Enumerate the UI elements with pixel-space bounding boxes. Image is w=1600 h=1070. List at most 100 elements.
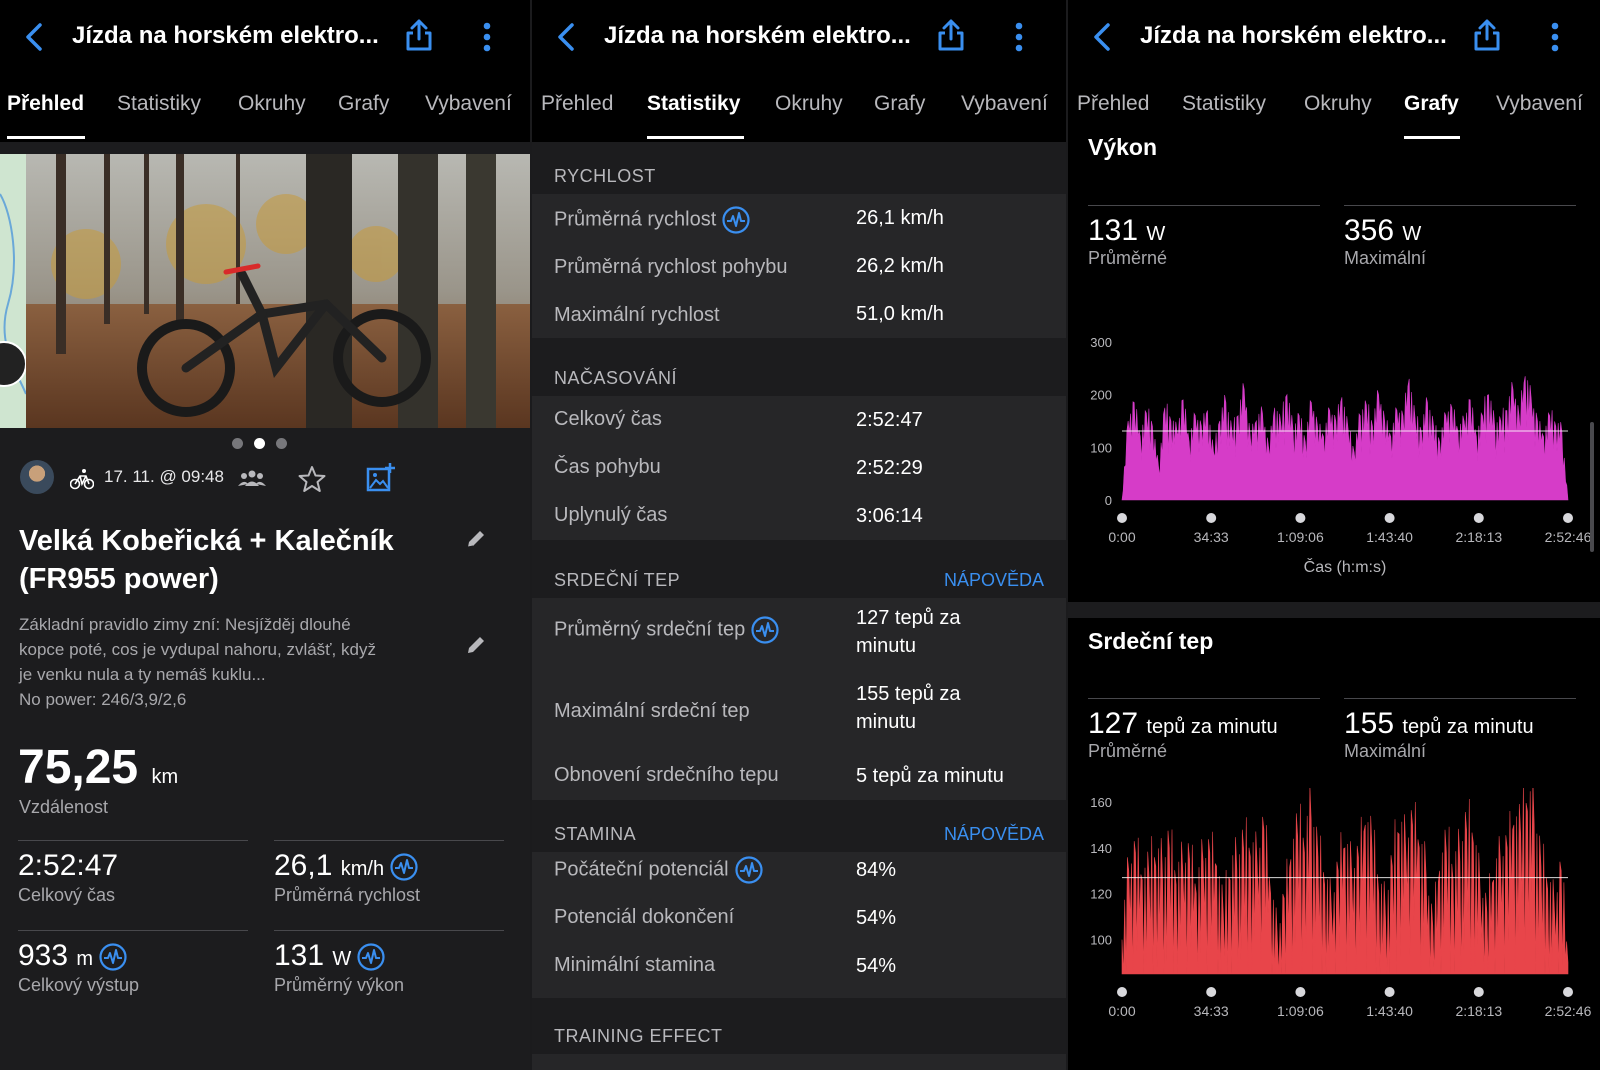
description-line: kopce poté, cos je vydupal nahoru, zvláš… [19, 640, 376, 659]
row-value: 5 tepů za minutu [856, 765, 1004, 787]
y-tick-label: 120 [1090, 887, 1112, 902]
row-value: 26,1 km/h [856, 207, 944, 229]
group-icon[interactable] [238, 468, 266, 490]
y-tick-label: 140 [1090, 841, 1112, 856]
stat-row[interactable]: Průměrný srdeční tep 127 tepů za minutu [532, 598, 1066, 674]
tab-graphs[interactable]: Grafy [338, 92, 390, 115]
tab-statistics[interactable]: Statistiky [647, 92, 741, 115]
divider [1344, 205, 1576, 206]
graph-title: Výkon [1088, 134, 1158, 160]
app-header: Jízda na horském elektro... [0, 0, 530, 76]
graphs-content: Výkon 131 W Průměrné 356 W Maximální 0 10… [1068, 134, 1600, 1070]
tab-gear[interactable]: Vybavení [425, 92, 512, 115]
stat-total-time[interactable]: 2:52:47 Celkový čas [18, 840, 248, 906]
stat-label: Průměrná rychlost [274, 885, 421, 905]
tab-overview[interactable]: Přehled [541, 92, 614, 115]
heart-rate-chart[interactable]: 100 120 140 160 0:00 34:33 1:09:06 1:43:40 2:18:… [1068, 788, 1600, 1070]
activity-wave-icon[interactable] [751, 616, 779, 644]
tab-overview[interactable]: Přehled [7, 92, 85, 115]
x-tick-dot [1563, 987, 1573, 997]
activity-wave-icon[interactable] [734, 856, 763, 884]
edit-description-pencil-icon[interactable] [465, 634, 487, 656]
add-photo-icon[interactable] [366, 462, 396, 492]
share-icon[interactable] [404, 18, 434, 52]
stat-value: 26,1 [274, 849, 333, 882]
photo-pager[interactable] [232, 438, 302, 450]
stat-value: 127 [1088, 707, 1139, 740]
x-tick-label: 1:43:40 [1366, 1003, 1413, 1019]
help-link[interactable]: NÁPOVĚDA [943, 570, 1044, 590]
power-chart[interactable]: 0 100 200 300 0:00 34:33 1:09:06 1:43:40 2:18:13… [1068, 322, 1600, 592]
more-options-icon[interactable] [1014, 22, 1024, 52]
divider [18, 930, 248, 931]
tab-laps[interactable]: Okruhy [1304, 92, 1372, 115]
row-value: 54% [856, 955, 897, 977]
tab-graphs[interactable]: Grafy [1404, 92, 1459, 115]
tab-overview[interactable]: Přehled [1077, 92, 1150, 115]
distance-label: Vzdálenost [19, 797, 109, 817]
overview-screen: Jízda na horském elektro... Přehled Stat… [0, 0, 530, 1070]
activity-wave-icon [390, 853, 418, 881]
tab-statistics[interactable]: Statistiky [1182, 92, 1267, 115]
x-tick-dot [1117, 513, 1127, 523]
favorite-star-icon[interactable] [298, 465, 326, 493]
divider [1088, 698, 1320, 699]
y-tick-label: 100 [1090, 933, 1112, 948]
section-title: STAMINA [554, 824, 637, 844]
power-maximum: 356 W Maximální [1344, 205, 1576, 269]
distance-unit: km [151, 766, 179, 788]
back-chevron-icon[interactable] [554, 22, 580, 52]
more-options-icon[interactable] [482, 22, 492, 52]
section-title: NAČASOVÁNÍ [554, 368, 678, 388]
stat-label: Průměrný výkon [274, 975, 405, 995]
distance-value: 75,25 km [18, 740, 178, 795]
avatar[interactable] [20, 460, 54, 494]
section-stamina-rows: Počáteční potenciál 84% Potenciál dokonče… [532, 852, 1066, 998]
share-icon[interactable] [1472, 18, 1502, 52]
stat-avg-power[interactable]: 131 W Průměrný výkon [274, 930, 504, 996]
back-chevron-icon[interactable] [22, 22, 48, 52]
activity-name: Velká Kobeřická + Kalečník (FR955 power) [19, 525, 394, 595]
help-link[interactable]: NÁPOVĚDA [943, 824, 1044, 844]
y-tick-label: 200 [1090, 388, 1112, 403]
scrollbar[interactable] [1590, 422, 1594, 552]
row-value: 54% [856, 907, 897, 929]
description-line: je venku nula a ty nemáš kuklu... [19, 665, 266, 684]
stat-avg-speed[interactable]: 26,1 km/h Průměrná rychlost [274, 840, 504, 906]
activity-wave-icon [357, 943, 385, 971]
more-options-icon[interactable] [1550, 22, 1560, 52]
tab-gear[interactable]: Vybavení [1496, 92, 1583, 115]
stat-unit: tepů za minutu [1402, 716, 1534, 738]
back-chevron-icon[interactable] [1090, 22, 1116, 52]
activity-header-title: Jízda na horském elektro... [604, 22, 911, 49]
stat-unit: m [76, 948, 94, 970]
tab-gear[interactable]: Vybavení [961, 92, 1048, 115]
stat-total-ascent[interactable]: 933 m Celkový výstup [18, 930, 248, 996]
app-header: Jízda na horském elektro... [1068, 0, 1600, 76]
tab-laps[interactable]: Okruhy [238, 92, 306, 115]
row-value: 127 tepů za minutu [856, 607, 961, 657]
tab-laps[interactable]: Okruhy [775, 92, 843, 115]
activity-wave-icon[interactable] [722, 206, 750, 234]
divider [1344, 698, 1576, 699]
row-label: Potenciál dokončení [554, 906, 735, 928]
tab-graphs[interactable]: Grafy [874, 92, 926, 115]
stat-row[interactable]: Průměrná rychlost 26,1 km/h [532, 194, 1066, 242]
section-header-heart-rate: SRDEČNÍ TEP NÁPOVĚDA [532, 546, 1066, 598]
stat-row[interactable]: Počáteční potenciál 84% [532, 852, 1066, 900]
share-icon[interactable] [936, 18, 966, 52]
route-map-thumbnail[interactable] [0, 154, 26, 428]
stat-value: 356 [1344, 214, 1395, 247]
edit-title-pencil-icon[interactable] [465, 528, 487, 550]
description-line: No power: 246/3,9/2,6 [19, 690, 187, 709]
x-tick-label: 1:09:06 [1277, 1003, 1324, 1019]
x-tick-dot [1295, 987, 1306, 997]
stat-value: 155 [1344, 707, 1395, 740]
stat-row: Minimální stamina 54% [532, 948, 1066, 998]
activity-photo[interactable] [26, 154, 530, 428]
statistics-screen: Jízda na horském elektro... Přehled Stat… [532, 0, 1066, 1070]
tab-statistics[interactable]: Statistiky [117, 92, 202, 115]
activity-description: Základní pravidlo zimy zní: Nesjížděj dl… [19, 612, 429, 712]
active-tab-indicator [1404, 136, 1460, 139]
statistics-list: RYCHLOST Průměrná rychlost 26,1 km/h Prům… [532, 142, 1066, 1070]
